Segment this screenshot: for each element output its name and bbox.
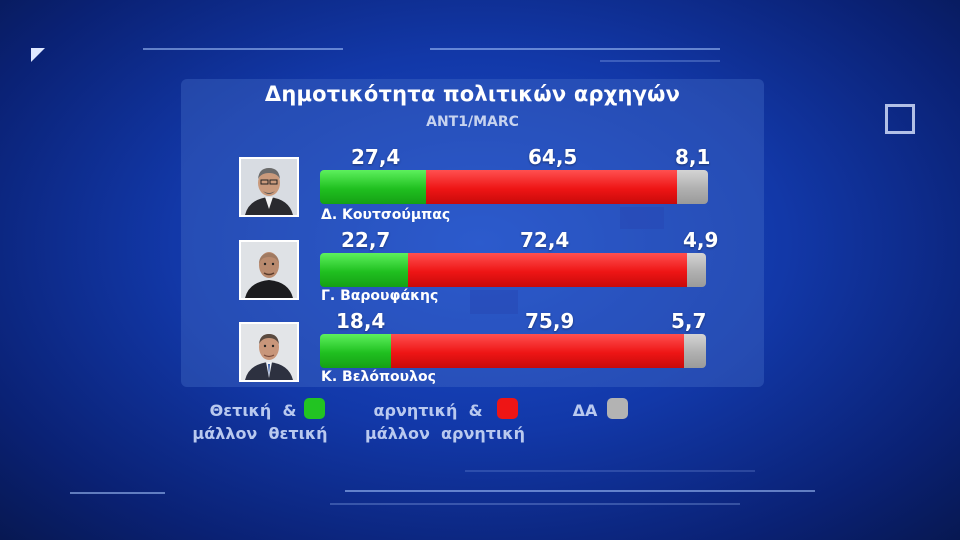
square-outline-icon — [885, 104, 915, 134]
bar-segment-positive — [320, 170, 427, 204]
corner-arrow-icon — [31, 48, 45, 62]
value-label-negative: 75,9 — [525, 309, 575, 333]
politician-photo — [239, 240, 299, 300]
bar-segment-dk — [676, 170, 708, 204]
portrait-icon — [241, 159, 297, 215]
decor-line — [70, 492, 165, 494]
value-label-negative: 64,5 — [528, 145, 578, 169]
legend-swatch-dk — [607, 398, 628, 419]
legend-swatch-negative — [497, 398, 518, 419]
value-label-dk: 5,7 — [671, 309, 707, 333]
legend-swatch-positive — [304, 398, 325, 419]
portrait-icon — [241, 242, 297, 298]
bar-segment-dk — [687, 253, 706, 287]
value-label-dk: 8,1 — [675, 145, 711, 169]
bar-segment-negative — [391, 334, 684, 368]
legend-label-positive: Θετική & μάλλον θετική — [192, 401, 328, 443]
value-label-positive: 22,7 — [341, 228, 391, 252]
chart-subtitle: ANT1/MARC — [426, 114, 519, 130]
stacked-bar — [320, 253, 706, 287]
politician-photo — [239, 157, 299, 217]
politician-name: Δ. Κουτσούμπας — [321, 207, 451, 223]
politician-photo — [239, 322, 299, 382]
chart-title: Δημοτικότητα πολιτικών αρχηγών — [264, 82, 681, 106]
bar-segment-positive — [320, 253, 408, 287]
politician-name: Γ. Βαρουφάκης — [321, 288, 439, 304]
value-label-positive: 18,4 — [336, 309, 386, 333]
legend-label-negative: αρνητική & μάλλον αρνητική — [365, 401, 525, 443]
decor-line — [345, 490, 815, 492]
bar-segment-negative — [407, 253, 688, 287]
decor-line — [430, 48, 720, 50]
decor-line — [143, 48, 343, 50]
value-label-dk: 4,9 — [683, 228, 719, 252]
portrait-icon — [241, 324, 297, 380]
decor-line — [330, 503, 740, 505]
bar-segment-dk — [683, 334, 706, 368]
value-label-negative: 72,4 — [520, 228, 570, 252]
bar-segment-positive — [320, 334, 392, 368]
decor-line — [465, 470, 755, 472]
stacked-bar — [320, 170, 708, 204]
bar-segment-negative — [426, 170, 677, 204]
politician-name: Κ. Βελόπουλος — [321, 369, 436, 385]
stacked-bar — [320, 334, 706, 368]
value-label-positive: 27,4 — [351, 145, 401, 169]
legend-label-dk: ΔΑ — [572, 401, 598, 420]
decor-line — [600, 60, 720, 62]
